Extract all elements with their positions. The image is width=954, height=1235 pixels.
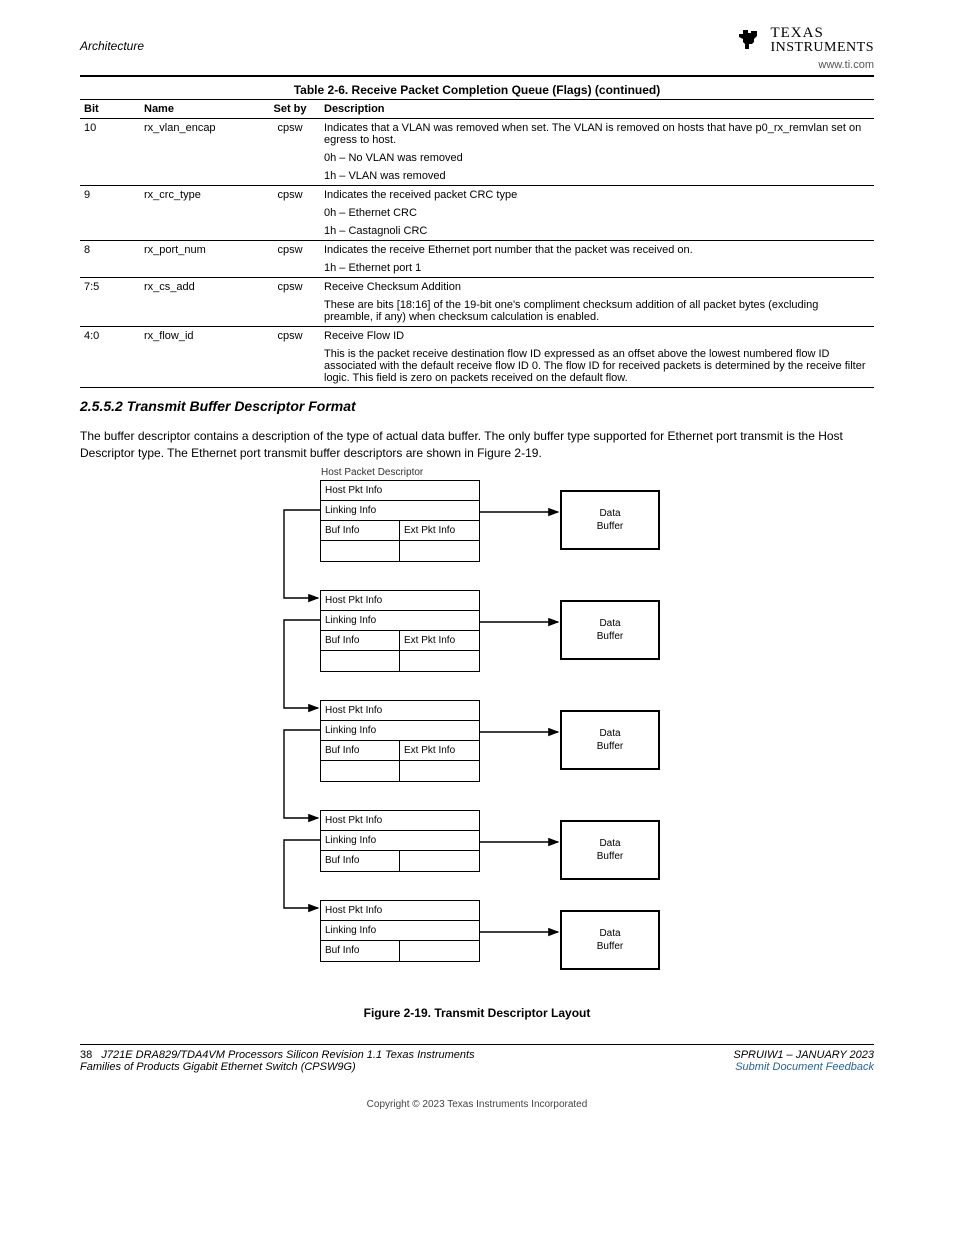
footer-sub: Families of Products Gigabit Ethernet Sw… bbox=[80, 1061, 356, 1073]
logo-text-top: TEXAS bbox=[770, 26, 874, 41]
header-section: Architecture bbox=[80, 39, 144, 53]
header-url: www.ti.com bbox=[80, 59, 874, 71]
copyright: Copyright © 2023 Texas Instruments Incor… bbox=[80, 1099, 874, 1110]
body-paragraph: The buffer descriptor contains a descrip… bbox=[80, 428, 874, 462]
header-left: Architecture bbox=[80, 37, 144, 55]
page-header: Architecture TEXAS INSTRUMENTS bbox=[80, 26, 874, 55]
section-heading: 2.5.5.2 Transmit Buffer Descriptor Forma… bbox=[80, 398, 874, 414]
logo-text-bot: INSTRUMENTS bbox=[770, 41, 874, 55]
ti-logo: TEXAS INSTRUMENTS bbox=[736, 26, 874, 55]
header-rule bbox=[80, 75, 874, 77]
page-number: 38 bbox=[80, 1049, 92, 1061]
figure-caption: Figure 2-19. Transmit Descriptor Layout bbox=[80, 1006, 874, 1020]
ti-chip-icon bbox=[736, 26, 764, 54]
table-title: Table 2-6. Receive Packet Completion Que… bbox=[80, 83, 874, 97]
footer-docnum: SPRUIW1 – JANUARY 2023 bbox=[733, 1049, 874, 1061]
footer-feedback-link[interactable]: Submit Document Feedback bbox=[735, 1061, 874, 1073]
diagram: Host Packet DescriptorHost Pkt InfoLinki… bbox=[80, 470, 874, 1000]
footer-title: J721E DRA829/TDA4VM Processors Silicon R… bbox=[101, 1049, 474, 1061]
page-footer: 38 J721E DRA829/TDA4VM Processors Silico… bbox=[80, 1044, 874, 1061]
register-table: BitNameSet byDescription10rx_vlan_encapc… bbox=[80, 99, 874, 388]
